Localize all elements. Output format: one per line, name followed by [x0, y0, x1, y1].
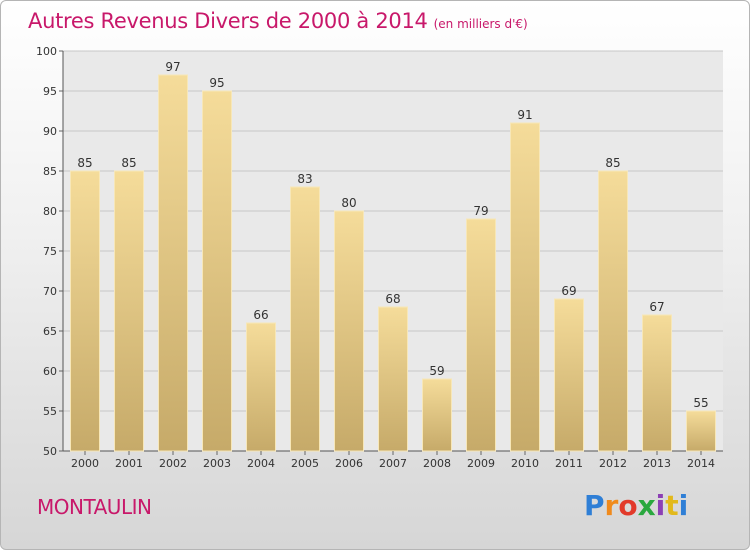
logo-letter: r: [604, 489, 619, 522]
data-label: 55: [693, 396, 708, 410]
y-tick-label: 90: [43, 125, 57, 138]
x-tick-label: 2007: [379, 457, 407, 470]
y-tick-label: 70: [43, 285, 57, 298]
chart-title-block: Autres Revenus Divers de 2000 à 2014 (en …: [28, 9, 528, 33]
chart-subtitle: (en milliers d'€): [433, 17, 528, 31]
bar: [554, 298, 584, 452]
x-tick-label: 2008: [423, 457, 451, 470]
y-tick-label: 75: [43, 245, 57, 258]
bar: [290, 186, 320, 452]
logo-letter: x: [637, 489, 656, 522]
bar: [598, 170, 628, 452]
bar: [114, 170, 144, 452]
logo-letter: P: [584, 489, 605, 522]
y-tick-label: 95: [43, 85, 57, 98]
bar: [642, 314, 672, 452]
bar: [70, 170, 100, 452]
logo-letter: o: [618, 489, 638, 522]
x-tick-label: 2013: [643, 457, 671, 470]
data-label: 91: [517, 108, 532, 122]
commune-name: MONTAULIN: [37, 495, 152, 519]
data-label: 59: [429, 364, 444, 378]
bar: [246, 322, 276, 452]
x-tick-label: 2006: [335, 457, 363, 470]
x-tick-label: 2002: [159, 457, 187, 470]
x-tick-label: 2011: [555, 457, 583, 470]
data-label: 85: [121, 156, 136, 170]
data-label: 79: [473, 204, 488, 218]
data-label: 67: [649, 300, 664, 314]
y-tick-label: 55: [43, 405, 57, 418]
chart-title: Autres Revenus Divers de 2000 à 2014: [28, 9, 428, 33]
bar: [158, 74, 188, 452]
data-label: 85: [605, 156, 620, 170]
proxiti-logo: Proxiti: [584, 489, 688, 522]
data-label: 80: [341, 196, 356, 210]
data-label: 97: [165, 60, 180, 74]
bar: [422, 378, 452, 452]
data-label: 85: [77, 156, 92, 170]
bar: [466, 218, 496, 452]
logo-letter: i: [655, 489, 666, 522]
logo-letter: i: [678, 489, 689, 522]
y-tick-label: 80: [43, 205, 57, 218]
data-label: 69: [561, 284, 576, 298]
bar: [686, 410, 716, 452]
x-tick-label: 2014: [687, 457, 715, 470]
x-tick-label: 2005: [291, 457, 319, 470]
bar: [202, 90, 232, 452]
y-tick-label: 65: [43, 325, 57, 338]
logo-letter: t: [665, 489, 679, 522]
x-tick-label: 2010: [511, 457, 539, 470]
x-tick-label: 2003: [203, 457, 231, 470]
data-label: 83: [297, 172, 312, 186]
x-tick-label: 2004: [247, 457, 275, 470]
y-tick-label: 50: [43, 445, 57, 458]
y-tick-label: 100: [36, 45, 57, 58]
bar: [510, 122, 540, 452]
data-label: 95: [209, 76, 224, 90]
bar: [378, 306, 408, 452]
data-label: 68: [385, 292, 400, 306]
data-label: 66: [253, 308, 268, 322]
bar: [334, 210, 364, 452]
y-tick-label: 85: [43, 165, 57, 178]
x-tick-label: 2012: [599, 457, 627, 470]
x-tick-label: 2009: [467, 457, 495, 470]
x-tick-label: 2001: [115, 457, 143, 470]
y-tick-label: 60: [43, 365, 57, 378]
x-tick-label: 2000: [71, 457, 99, 470]
